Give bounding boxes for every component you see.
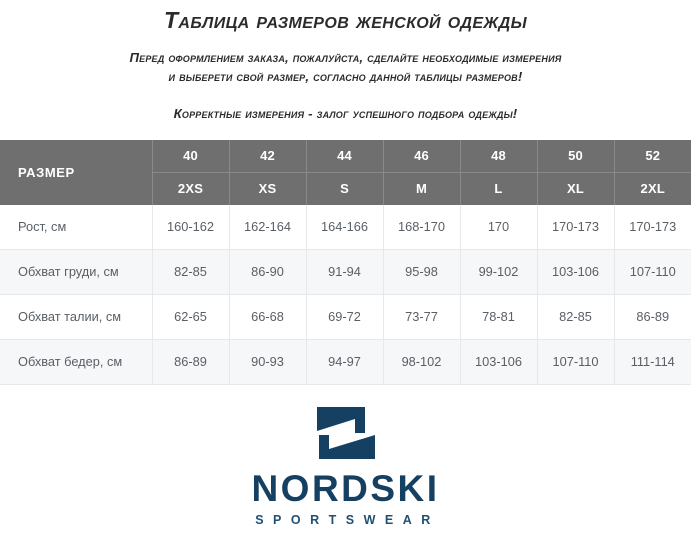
letter-size-header: XS [229, 172, 307, 205]
letter-size-header: L [460, 172, 538, 205]
measurement-value: 78-81 [460, 294, 538, 340]
measurement-value: 160-162 [152, 204, 230, 250]
numeric-size-header: 52 [614, 139, 691, 173]
measurement-value: 170 [460, 204, 538, 250]
table-row: Обхват бедер, см 86-89 90-93 94-97 98-10… [0, 339, 691, 385]
numeric-size-header: 50 [537, 139, 615, 173]
table-row: Обхват талии, см 62-65 66-68 69-72 73-77… [0, 294, 691, 340]
measurement-value: 103-106 [537, 249, 615, 295]
intro-line-2: и выберети свой размер, согласно данной … [168, 68, 523, 84]
intro-line-1: Перед оформлением заказа, пожалуйста, сд… [129, 49, 562, 65]
measurement-value: 99-102 [460, 249, 538, 295]
letter-size-header: XL [537, 172, 615, 205]
measurement-value: 82-85 [537, 294, 615, 340]
measurement-value: 168-170 [383, 204, 461, 250]
numeric-size-header: 44 [306, 139, 384, 173]
logo-wordmark: NORDSKI [251, 467, 440, 509]
letter-size-header: S [306, 172, 384, 205]
measurement-value: 111-114 [614, 339, 691, 385]
letter-size-header: 2XS [152, 172, 230, 205]
measurement-value: 90-93 [229, 339, 307, 385]
size-label-header: РАЗМЕР [0, 139, 153, 205]
measurement-value: 86-90 [229, 249, 307, 295]
note-line: Корректные измерения - залог успешного п… [173, 106, 518, 122]
measurement-value: 95-98 [383, 249, 461, 295]
numeric-size-header: 48 [460, 139, 538, 173]
measurement-label: Обхват груди, см [0, 249, 153, 295]
measurement-value: 103-106 [460, 339, 538, 385]
letter-size-header: 2XL [614, 172, 691, 205]
measurement-value: 107-110 [537, 339, 615, 385]
numeric-size-header: 40 [152, 139, 230, 173]
measurement-value: 86-89 [614, 294, 691, 340]
measurement-label: Обхват талии, см [0, 294, 153, 340]
measurement-value: 62-65 [152, 294, 230, 340]
size-table-body: Рост, см 160-162 162-164 164-166 168-170… [0, 204, 691, 385]
measurement-value: 66-68 [229, 294, 307, 340]
measurement-value: 86-89 [152, 339, 230, 385]
measurement-label: Рост, см [0, 204, 153, 250]
measurement-value: 82-85 [152, 249, 230, 295]
measurement-value: 73-77 [383, 294, 461, 340]
heading-block: Таблица размеров женской одежды Перед оф… [0, 0, 691, 124]
size-table-wrapper: РАЗМЕР 40 42 44 46 48 50 52 2XS XS S M L… [0, 139, 691, 385]
measurement-label: Обхват бедер, см [0, 339, 153, 385]
measurement-value: 164-166 [306, 204, 384, 250]
table-row: Рост, см 160-162 162-164 164-166 168-170… [0, 204, 691, 250]
measurement-value: 69-72 [306, 294, 384, 340]
brand-logo: NORDSKI SPORTSWEAR [0, 385, 691, 534]
size-table-head: РАЗМЕР 40 42 44 46 48 50 52 2XS XS S M L… [0, 139, 691, 205]
header-row-numeric: РАЗМЕР 40 42 44 46 48 50 52 [0, 139, 691, 205]
numeric-size-header: 42 [229, 139, 307, 173]
header-row-letter: 2XS XS S M L XL 2XL [0, 172, 691, 205]
table-row: Обхват груди, см 82-85 86-90 91-94 95-98… [0, 249, 691, 295]
measurement-value: 91-94 [306, 249, 384, 295]
size-table: РАЗМЕР 40 42 44 46 48 50 52 2XS XS S M L… [0, 139, 691, 385]
measurement-value: 98-102 [383, 339, 461, 385]
measurement-value: 170-173 [537, 204, 615, 250]
measurement-value: 94-97 [306, 339, 384, 385]
page-title: Таблица размеров женской одежды [163, 7, 528, 33]
measurement-value: 170-173 [614, 204, 691, 250]
numeric-size-header: 46 [383, 139, 461, 173]
measurement-value: 107-110 [614, 249, 691, 295]
logo-tagline: SPORTSWEAR [255, 512, 440, 527]
letter-size-header: M [383, 172, 461, 205]
nordski-mark-icon [316, 406, 375, 459]
measurement-value: 162-164 [229, 204, 307, 250]
